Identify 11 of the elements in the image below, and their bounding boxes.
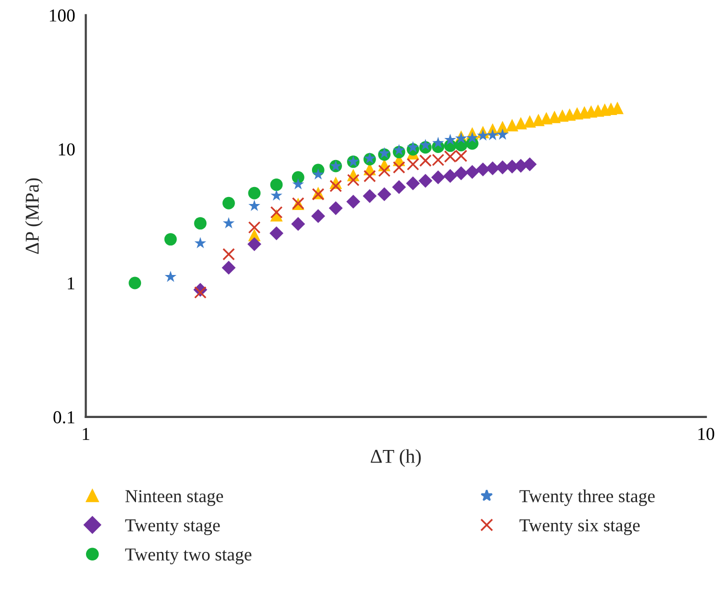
y-tick-label: 100 [50,9,75,22]
y-axis-title: ΔP (MPa) [25,178,43,254]
y-tick-label: 0.1 [54,411,74,424]
x-axis-title: ΔT (h) [370,449,421,467]
y-tick-label: 1 [68,277,74,290]
legend-label: Twenty six stage [520,519,640,536]
legend-label: Twenty two stage [125,548,252,564]
legend-label: Twenty three stage [520,490,655,506]
legend-label: Ninteen stage [125,490,224,506]
y-tick-label: 10 [58,143,75,156]
legend-label: Twenty stage [125,519,220,536]
